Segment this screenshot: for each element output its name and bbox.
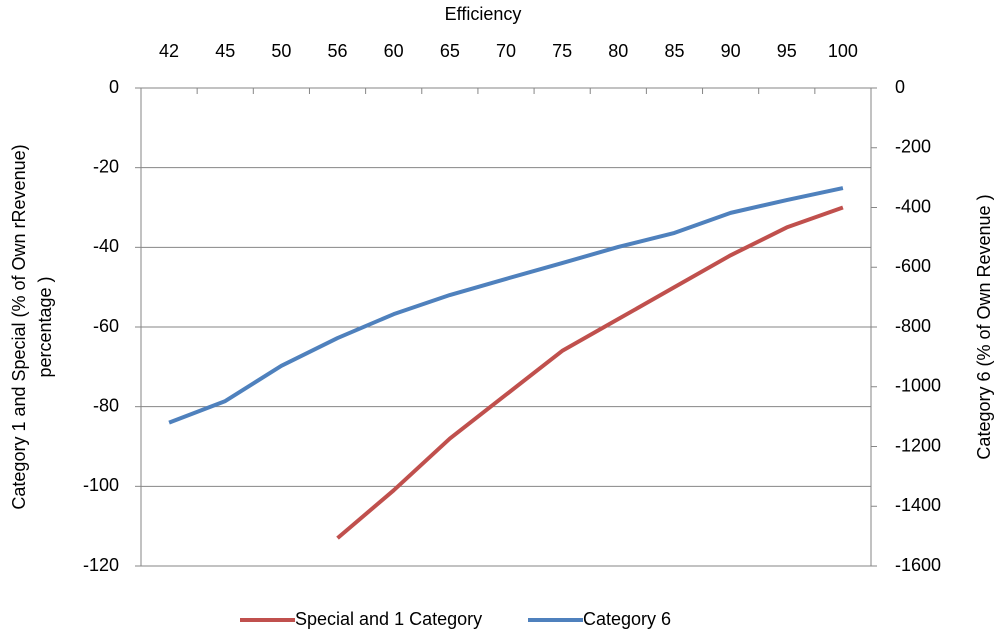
y2-tick-label: -1200 xyxy=(895,435,941,455)
legend-label: Category 6 xyxy=(583,609,671,629)
y-tick-label: -80 xyxy=(93,395,119,415)
x-tick-label: 80 xyxy=(608,41,628,61)
x-tick-label: 60 xyxy=(384,41,404,61)
y-tick-label: -60 xyxy=(93,316,119,336)
y-axis-title: Category 1 and Special (% of Own rRevenu… xyxy=(9,144,29,509)
x-tick-label: 95 xyxy=(777,41,797,61)
series-line xyxy=(168,186,844,425)
y-tick-label: 0 xyxy=(109,77,119,97)
y-axis-title: percentage ) xyxy=(35,276,55,377)
x-tick-label: 75 xyxy=(552,41,572,61)
x-tick-label: 90 xyxy=(721,41,741,61)
y-tick-label: -40 xyxy=(93,236,119,256)
y2-tick-label: -800 xyxy=(895,316,931,336)
x-axis-title: Efficiency xyxy=(445,4,522,24)
y-tick-label: -20 xyxy=(93,156,119,176)
x-tick-label: 85 xyxy=(664,41,684,61)
x-tick-label: 42 xyxy=(159,41,179,61)
legend-label: Special and 1 Category xyxy=(295,609,482,629)
x-tick-label: 100 xyxy=(828,41,858,61)
y2-tick-label: -400 xyxy=(895,196,931,216)
y2-axis-title: Category 6 (% of Own Revenue ) xyxy=(974,194,994,459)
y-tick-label: -100 xyxy=(83,475,119,495)
x-tick-label: 50 xyxy=(271,41,291,61)
y-tick-label: -120 xyxy=(83,555,119,575)
x-tick-label: 65 xyxy=(440,41,460,61)
y2-tick-label: 0 xyxy=(895,77,905,97)
x-tick-label: 70 xyxy=(496,41,516,61)
y2-tick-label: -1400 xyxy=(895,495,941,515)
x-tick-label: 45 xyxy=(215,41,235,61)
series-line xyxy=(336,205,844,540)
x-tick-label: 56 xyxy=(328,41,348,61)
y2-tick-label: -1600 xyxy=(895,555,941,575)
y2-tick-label: -1000 xyxy=(895,376,941,396)
y2-tick-label: -200 xyxy=(895,137,931,157)
y2-tick-label: -600 xyxy=(895,256,931,276)
